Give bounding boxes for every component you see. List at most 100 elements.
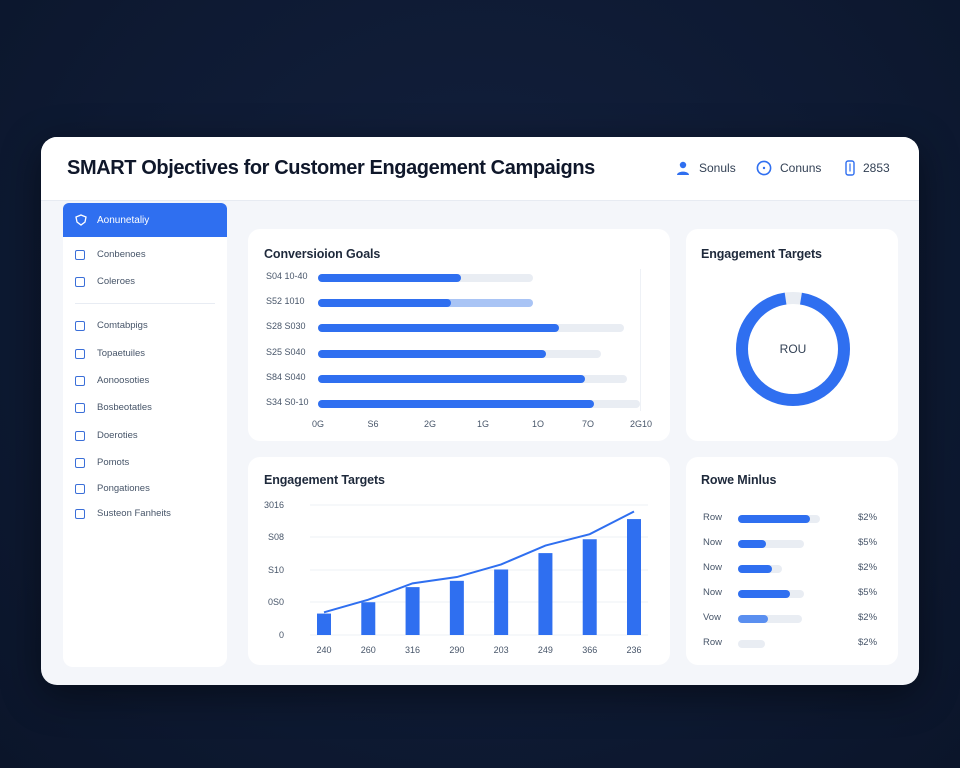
sidebar-item-7[interactable]: Doeroties bbox=[75, 430, 138, 441]
engagement-bar bbox=[538, 553, 553, 635]
rowe-bar-track bbox=[738, 540, 804, 548]
header-phone-label: 2853 bbox=[863, 161, 890, 175]
conversion-bar-track bbox=[318, 324, 624, 333]
sidebar-item-3[interactable]: Comtabpigs bbox=[75, 320, 148, 331]
sidebar-item-5[interactable]: Aonoosoties bbox=[75, 375, 149, 386]
rowe-bar bbox=[738, 615, 769, 623]
engagement-x-tick: 260 bbox=[361, 645, 376, 655]
engagement-x-tick: 236 bbox=[626, 645, 641, 655]
conversion-x-tick: 2G10 bbox=[629, 419, 653, 429]
donut-center-label: ROU bbox=[780, 342, 807, 356]
sidebar-divider bbox=[75, 303, 215, 304]
engagement-y-tick: 0 bbox=[279, 630, 284, 640]
rowe-row-label: Now bbox=[703, 537, 723, 548]
rowe-row-value: $2% bbox=[858, 637, 878, 648]
user-icon bbox=[677, 161, 689, 175]
engagement-y-tick: S08 bbox=[268, 532, 284, 542]
conversion-goals-title: Conversioion Goals bbox=[264, 247, 381, 261]
header-bar: SMART Objectives for Customer Engagement… bbox=[41, 137, 919, 201]
engagement-chart-card: Engagement Targets 3016 S08 S10 0S0 0 240 260 3… bbox=[248, 457, 670, 665]
rowe-row-value: $5% bbox=[858, 587, 878, 598]
sidebar-item-2[interactable]: Coleroes bbox=[75, 276, 135, 287]
sidebar-item-10[interactable]: Susteon Fanheits bbox=[75, 508, 171, 519]
document-icon bbox=[75, 276, 85, 287]
document-icon bbox=[75, 508, 85, 519]
conversion-bar bbox=[318, 324, 559, 333]
rowe-row-value: $2% bbox=[858, 612, 878, 623]
rowe-row-label: Now bbox=[703, 587, 723, 598]
sidebar-item-label: Pomots bbox=[97, 457, 130, 468]
sidebar-item-4[interactable]: Topaetuiles bbox=[75, 348, 145, 359]
conversion-x-tick: S6 bbox=[367, 419, 379, 429]
box-icon bbox=[75, 457, 85, 468]
engagement-y-tick: 3016 bbox=[264, 500, 284, 510]
shield-icon bbox=[75, 214, 87, 226]
header-user-button[interactable]: Sonuls bbox=[675, 160, 736, 176]
sidebar-item-9[interactable]: Pongationes bbox=[75, 483, 150, 494]
rowe-bar-track bbox=[738, 615, 802, 623]
engagement-x-tick: 366 bbox=[582, 645, 597, 655]
tag-icon bbox=[75, 348, 85, 359]
sidebar-item-label: Bosbeotatles bbox=[97, 402, 152, 413]
rowe-bar-track bbox=[738, 515, 820, 523]
engagement-chart-title: Engagement Targets bbox=[264, 473, 385, 487]
engagement-bar bbox=[449, 580, 464, 635]
conversion-bar bbox=[318, 349, 546, 358]
header-user-label: Sonuls bbox=[699, 161, 736, 175]
conversion-bar-track bbox=[318, 374, 627, 383]
sidebar-item-6[interactable]: Bosbeotatles bbox=[75, 402, 152, 413]
engagement-x-tick: 203 bbox=[494, 645, 509, 655]
conversion-bar bbox=[318, 299, 452, 308]
sidebar-item-1[interactable]: Conbenoes bbox=[75, 249, 146, 260]
rowe-row-value: $5% bbox=[858, 537, 878, 548]
dashboard-window: SMART Objectives for Customer Engagement… bbox=[41, 137, 919, 685]
conversion-row-label: S04 10-40 bbox=[266, 271, 308, 281]
conversion-row-label: S28 S030 bbox=[266, 321, 306, 332]
header-clock-button[interactable]: Conuns bbox=[756, 160, 821, 176]
sidebar-item-label: Comtabpigs bbox=[97, 320, 148, 331]
sidebar-item-label: Aonoosoties bbox=[97, 375, 150, 386]
engagement-bar bbox=[317, 613, 331, 635]
engagement-y-tick: S10 bbox=[268, 565, 284, 575]
donut-arc bbox=[736, 292, 850, 406]
engagement-x-tick: 290 bbox=[449, 645, 464, 655]
sidebar-item-label: Coleroes bbox=[97, 276, 136, 287]
sidebar-item-8[interactable]: Pomots bbox=[75, 457, 129, 468]
header-phone-button[interactable]: 2853 bbox=[845, 160, 890, 176]
sidebar-active-label: Aonunetaliy bbox=[97, 214, 150, 226]
rowe-bar-track bbox=[738, 590, 804, 598]
conversion-row-label: S25 S040 bbox=[266, 346, 306, 357]
rowe-bar bbox=[738, 565, 772, 573]
rowe-row-label: Vow bbox=[703, 612, 721, 623]
conversion-gridline bbox=[640, 269, 641, 411]
rowe-bar-track bbox=[738, 640, 766, 648]
engagement-bar bbox=[582, 539, 597, 635]
conversion-bar bbox=[318, 374, 585, 383]
engagement-trend-line bbox=[323, 510, 635, 614]
engagement-donut-card: Engagement Targets ROU bbox=[686, 229, 898, 441]
rowe-metrics-title: Rowe Minlus bbox=[701, 473, 777, 487]
engagement-chart: 3016 S08 S10 0S0 0 240 260 316 290 203 249 366 236 bbox=[264, 500, 648, 655]
rowe-row-label: Row bbox=[703, 637, 723, 648]
rowe-metrics-card: Rowe Minlus Row $2% Now $5% Now $2% Now $5% Vow $… bbox=[686, 457, 898, 665]
calendar-icon bbox=[75, 375, 85, 386]
donut-chart: ROU bbox=[736, 292, 850, 406]
phone-icon bbox=[845, 160, 855, 176]
conversion-row-label: S52 1010 bbox=[266, 296, 305, 307]
rowe-bar bbox=[738, 540, 766, 548]
conversion-x-tick: 1G bbox=[476, 419, 490, 429]
sidebar-item-label: Susteon Fanheits bbox=[97, 508, 171, 519]
rowe-row-value: $2% bbox=[858, 562, 878, 573]
conversion-bar-track bbox=[318, 400, 640, 408]
conversion-x-tick: 7O bbox=[581, 419, 595, 429]
header-clock-label: Conuns bbox=[780, 161, 822, 175]
engagement-bar bbox=[361, 602, 376, 635]
engagement-bar bbox=[494, 569, 509, 635]
conversion-bar-track bbox=[318, 274, 533, 282]
rowe-row-label: Now bbox=[703, 562, 723, 573]
sidebar-item-active[interactable]: Aonunetaliy bbox=[63, 203, 227, 237]
conversion-bar bbox=[318, 274, 461, 282]
file-icon bbox=[75, 402, 85, 413]
engagement-x-tick: 249 bbox=[538, 645, 553, 655]
clock-icon bbox=[756, 160, 772, 176]
